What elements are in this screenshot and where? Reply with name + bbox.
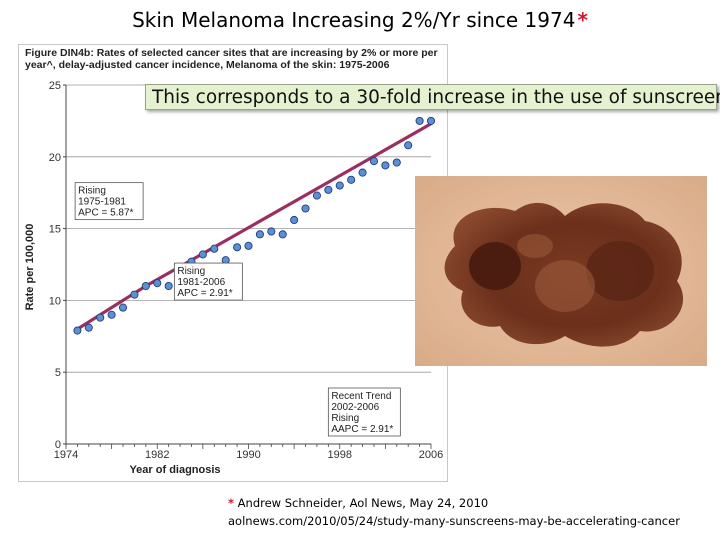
- citation-star-marker: *: [228, 496, 235, 510]
- trend-layer: [76, 122, 432, 331]
- sunscreen-callout: This corresponds to a 30-fold increase i…: [145, 84, 720, 110]
- annotation-text: 1975-1981: [78, 197, 126, 208]
- slide-title-text: Skin Melanoma Increasing 2%/Yr since 197…: [132, 8, 576, 32]
- data-point: [73, 326, 82, 335]
- data-point: [210, 244, 219, 253]
- data-point: [301, 204, 310, 213]
- annotation-box: [173, 262, 243, 301]
- lesion-dark-patch: [586, 241, 654, 301]
- data-point: [312, 191, 321, 200]
- melanoma-chart-figure: Figure DIN4b: Rates of selected cancer s…: [18, 44, 448, 482]
- annotation-text: Rising: [177, 266, 205, 277]
- data-point: [141, 281, 150, 291]
- data-point: [404, 141, 413, 150]
- annotation-text: Recent Trend: [331, 391, 391, 402]
- lesion-mid-patch: [517, 234, 553, 258]
- x-tick-label: 1990: [236, 449, 260, 461]
- y-tick-label: 0: [55, 439, 61, 451]
- annotation-text: 2002-2006: [331, 402, 379, 413]
- data-point: [118, 303, 128, 312]
- melanoma-lesion-photo: [415, 176, 707, 366]
- data-point: [130, 290, 139, 299]
- chart-title-line-2: year^, delay-adjusted cancer incidence, …: [25, 59, 390, 71]
- data-point: [381, 161, 390, 170]
- chart-title: Figure DIN4b: Rates of selected cancer s…: [25, 47, 445, 71]
- data-point: [278, 230, 287, 239]
- data-point: [267, 227, 276, 236]
- x-tick-label: 2006: [419, 449, 443, 461]
- y-tick-label: 15: [49, 224, 61, 236]
- data-point: [84, 323, 93, 332]
- chart-title-line-1: Figure DIN4b: Rates of selected cancer s…: [25, 47, 438, 59]
- y-tick-label: 10: [49, 295, 61, 307]
- annotation-text: AAPC = 2.91*: [331, 424, 393, 435]
- data-point: [255, 230, 264, 239]
- title-star-marker: *: [577, 8, 588, 32]
- lesion-dark-patch: [469, 242, 521, 290]
- x-axis-label: Year of diagnosis: [129, 464, 220, 476]
- data-point: [324, 185, 333, 194]
- annotation-text: APC = 2.91*: [177, 288, 232, 299]
- data-point: [415, 116, 424, 125]
- slide-title: Skin Melanoma Increasing 2%/Yr since 197…: [0, 8, 720, 32]
- annotation-box: [74, 182, 144, 221]
- data-point: [392, 158, 401, 167]
- citation-author: Andrew Schneider, Aol News, May 24, 2010: [237, 496, 489, 510]
- data-point: [198, 250, 207, 259]
- data-point: [96, 313, 105, 322]
- annotation-text: APC = 5.87*: [78, 208, 133, 219]
- annotation-text: 1981-2006: [177, 277, 225, 288]
- y-tick-label: 20: [49, 152, 61, 164]
- point-layer: [73, 116, 436, 335]
- data-point: [107, 310, 116, 319]
- citation-url[interactable]: aolnews.com/2010/05/24/study-many-sunscr…: [228, 514, 680, 528]
- y-tick-label: 5: [55, 367, 61, 379]
- x-tick-label: 1998: [328, 449, 352, 461]
- data-point: [164, 281, 173, 291]
- citation-line-1: * Andrew Schneider, Aol News, May 24, 20…: [228, 494, 680, 512]
- y-tick-label: 25: [49, 80, 61, 92]
- annotation-text: Rising: [331, 413, 359, 424]
- data-point: [369, 157, 379, 166]
- data-point: [358, 168, 367, 177]
- data-point: [290, 215, 299, 225]
- data-point: [244, 241, 253, 250]
- lesion-mid-patch: [535, 260, 595, 312]
- data-point: [233, 243, 242, 252]
- annotation-text: Rising: [78, 186, 106, 197]
- x-tick-label: 1982: [145, 449, 169, 461]
- axis-layer: 0 5 10 15 20 25 1974 1982 1990 1998 2006: [49, 80, 443, 461]
- citation: * Andrew Schneider, Aol News, May 24, 20…: [228, 494, 680, 530]
- annotation-box: [327, 387, 401, 437]
- data-point: [426, 116, 436, 125]
- data-point: [153, 279, 162, 288]
- trend-line-inner: [77, 123, 432, 330]
- data-point: [347, 175, 356, 184]
- x-tick-label: 1974: [54, 449, 78, 461]
- data-point: [335, 181, 344, 190]
- y-axis-label: Rate per 100,000: [24, 224, 36, 311]
